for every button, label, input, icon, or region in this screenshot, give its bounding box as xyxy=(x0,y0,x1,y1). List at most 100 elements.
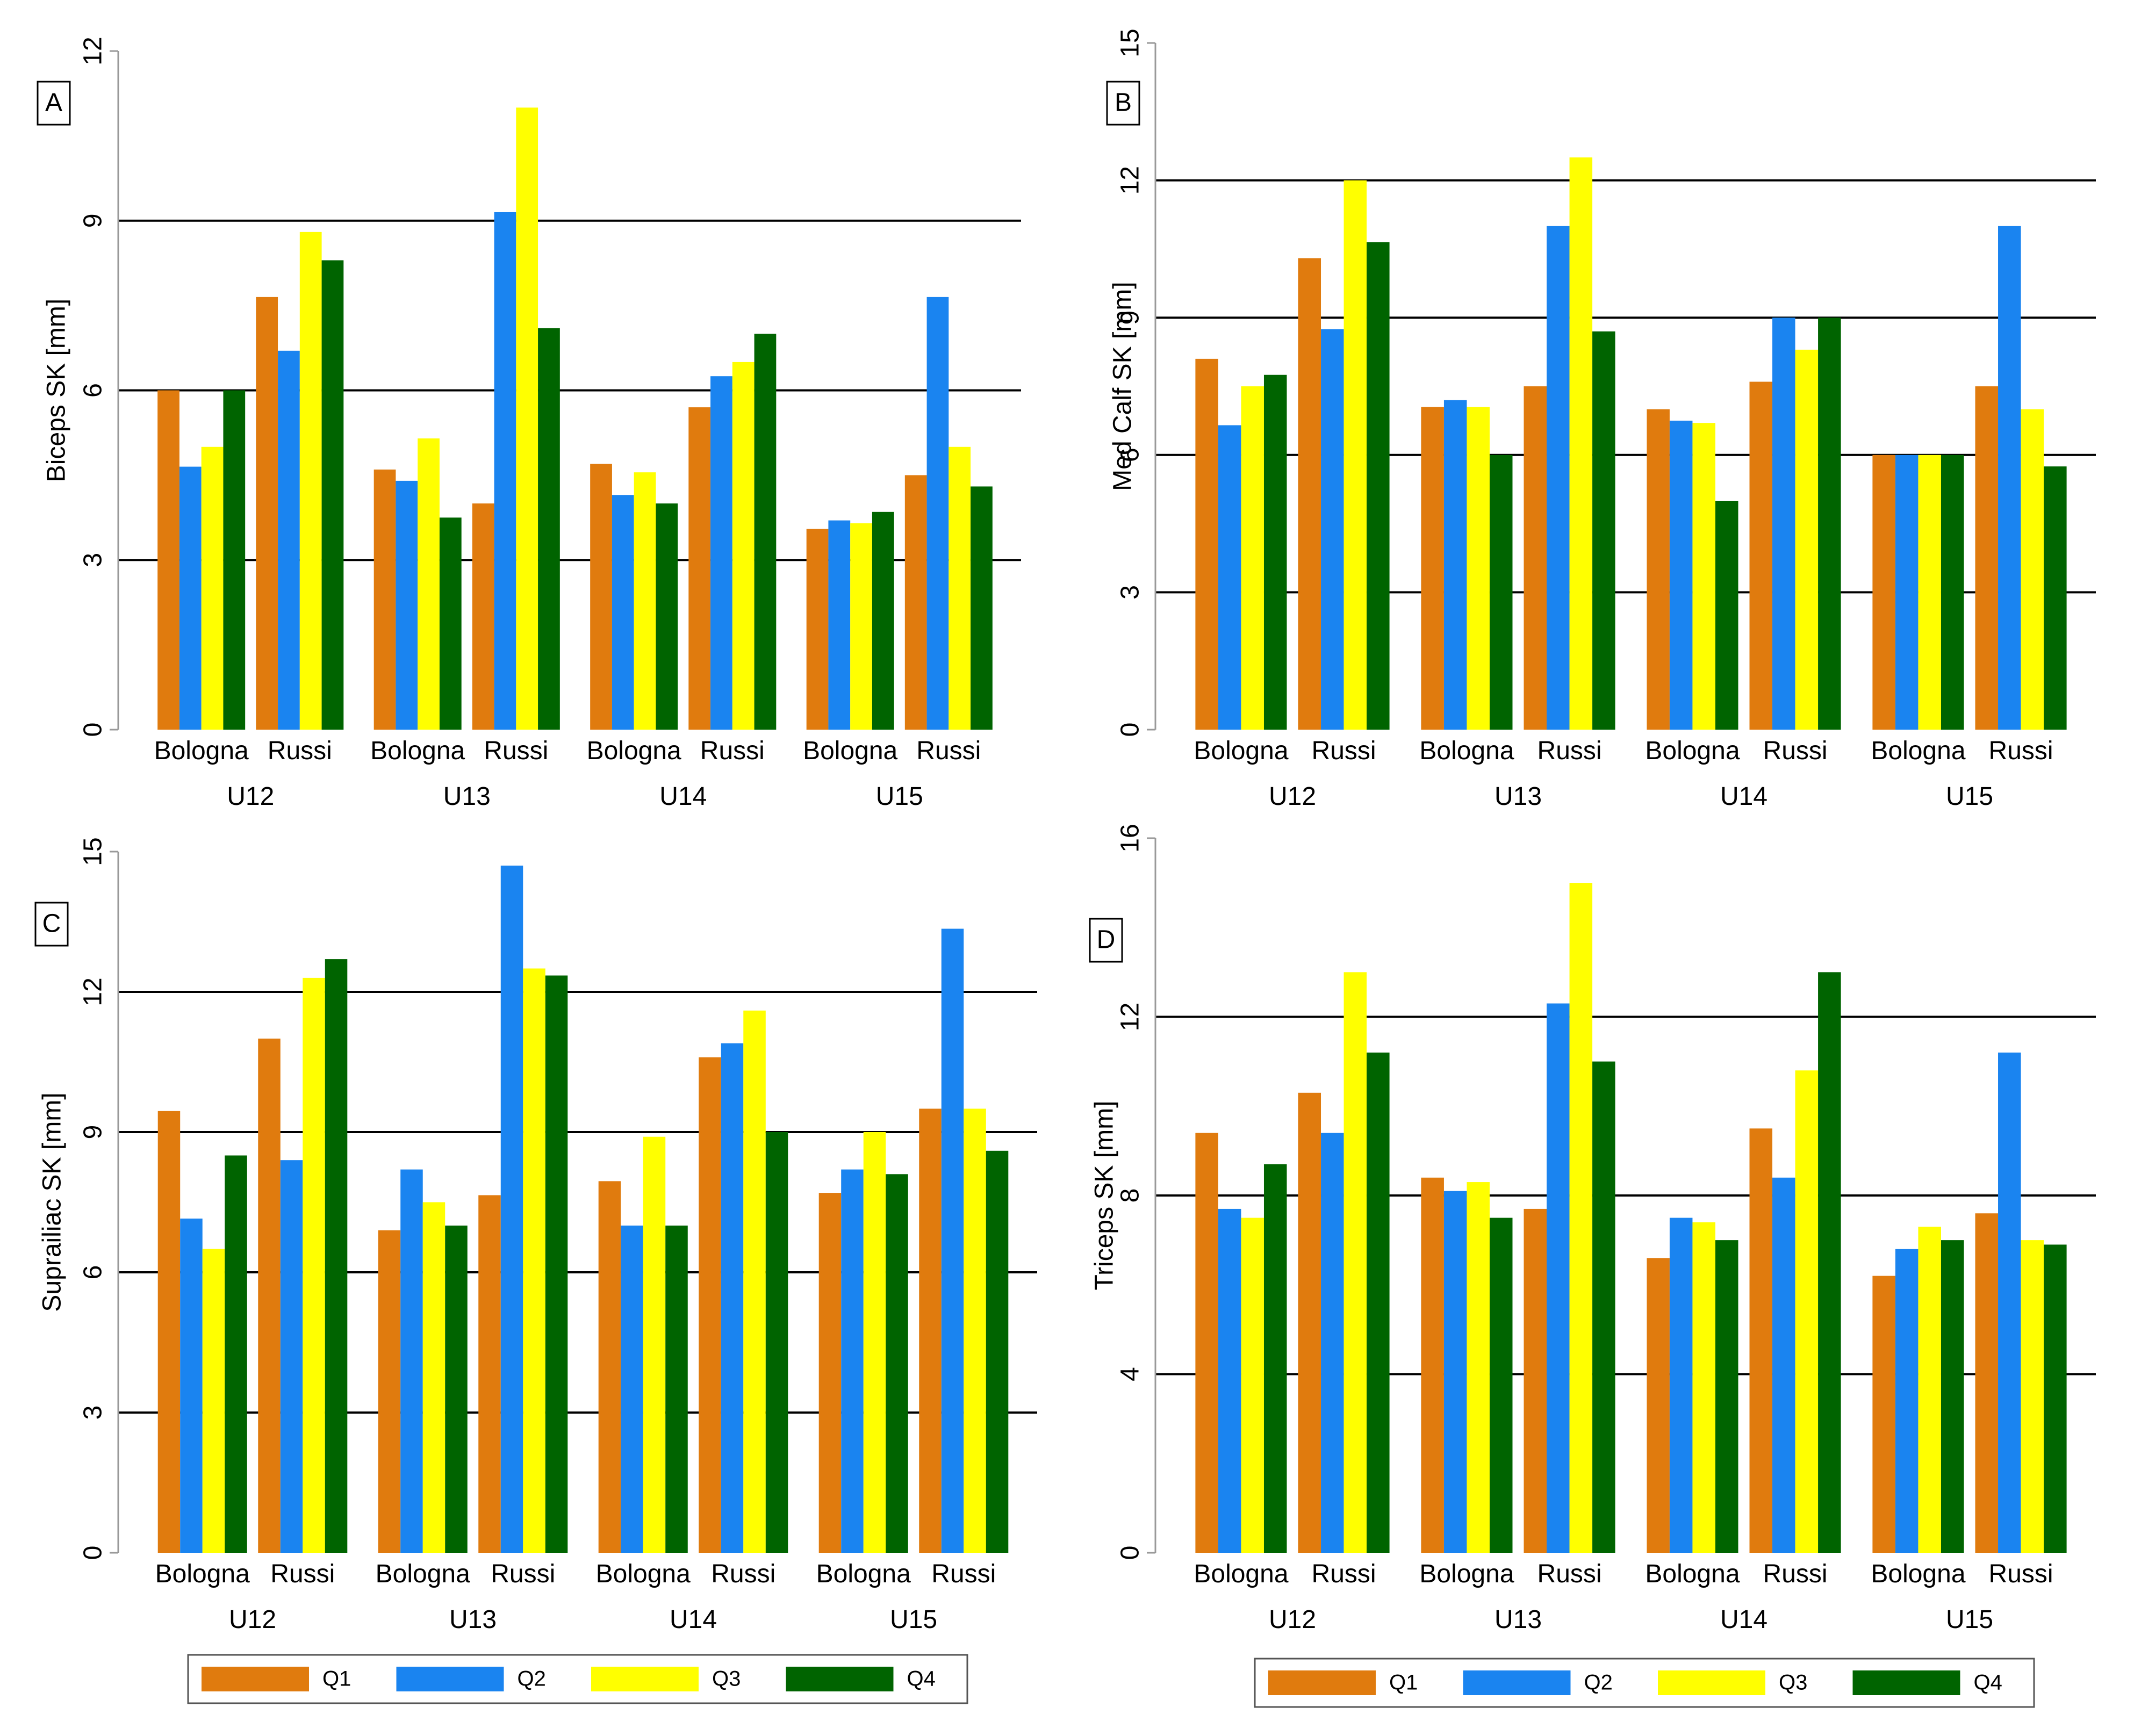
x-subgroup-label: Bologna xyxy=(596,1560,691,1588)
bar-q3-u15-russi xyxy=(964,1108,986,1553)
x-subgroup-label: Bologna xyxy=(1645,1560,1740,1588)
bar-q1-u12-russi xyxy=(258,1039,281,1553)
y-tick-label: 4 xyxy=(1116,1367,1145,1381)
panel-label-box xyxy=(1089,918,1123,963)
x-subgroup-label: Bologna xyxy=(154,737,249,765)
x-group-label: U13 xyxy=(1494,1605,1542,1634)
bar-q1-u12-bologna xyxy=(157,390,179,730)
x-subgroup-label: Bologna xyxy=(587,737,681,765)
bar-q2-u14-russi xyxy=(1772,1177,1795,1553)
bar-q1-u12-russi xyxy=(1298,258,1321,730)
x-subgroup-label: Bologna xyxy=(816,1560,911,1588)
bar-q2-u14-bologna xyxy=(621,1226,643,1553)
legend-label: Q4 xyxy=(907,1667,936,1691)
x-subgroup-label: Russi xyxy=(931,1560,996,1588)
legend-label: Q1 xyxy=(1389,1671,1418,1695)
bar-q3-u15-bologna xyxy=(850,523,872,730)
x-subgroup-label: Bologna xyxy=(1419,737,1514,765)
x-subgroup-label: Russi xyxy=(1763,1560,1828,1588)
bar-q1-u15-bologna xyxy=(806,529,829,730)
y-tick-label: 8 xyxy=(1116,1188,1145,1203)
bar-q3-u12-bologna xyxy=(1241,1218,1264,1553)
y-tick-label: 15 xyxy=(1116,28,1145,57)
bar-q3-u15-bologna xyxy=(863,1132,886,1553)
chart-panel-c: 0 3 6 9 12 15 Suprailiac SK [mm] Bologna Russi U1… xyxy=(34,837,1037,1634)
legend-swatch-q4 xyxy=(786,1667,894,1691)
x-subgroup-label: Bologna xyxy=(1871,1560,1965,1588)
bar-q2-u14-bologna xyxy=(1669,420,1693,730)
bar-q4-u14-russi xyxy=(1818,318,1841,730)
bar-q4-u13-russi xyxy=(1592,1061,1615,1553)
x-subgroup-label: Russi xyxy=(711,1560,775,1588)
bar-q3-u15-bologna xyxy=(1918,1227,1941,1553)
x-group-label: U13 xyxy=(449,1605,497,1634)
bar-q4-u12-russi xyxy=(1367,242,1390,730)
bar-q2-u12-russi xyxy=(280,1160,303,1553)
bar-q3-u14-bologna xyxy=(643,1136,666,1553)
y-tick-label: 3 xyxy=(79,1406,107,1420)
x-subgroup-label: Bologna xyxy=(1194,737,1288,765)
y-tick-label: 6 xyxy=(79,383,107,398)
y-tick-label: 9 xyxy=(1116,311,1145,325)
y-tick-label: 9 xyxy=(79,213,107,228)
bar-q3-u13-bologna xyxy=(1467,407,1490,730)
bar-q1-u14-bologna xyxy=(598,1181,621,1553)
bar-q4-u15-bologna xyxy=(872,512,894,730)
x-group-label: U15 xyxy=(890,1605,937,1634)
bar-q2-u14-russi xyxy=(1772,318,1795,730)
bar-q4-u15-russi xyxy=(971,486,993,730)
bar-q4-u12-bologna xyxy=(223,390,246,730)
x-subgroup-label: Russi xyxy=(491,1560,555,1588)
bar-q4-u14-bologna xyxy=(665,1226,688,1553)
y-tick-label: 0 xyxy=(1116,1546,1145,1560)
legend-label: Q4 xyxy=(1974,1671,2002,1695)
bar-q4-u13-bologna xyxy=(1489,455,1513,730)
x-group-label: U15 xyxy=(1946,782,1993,811)
bar-q4-u15-russi xyxy=(2044,466,2067,730)
bar-q4-u13-bologna xyxy=(439,517,462,730)
bar-q1-u13-russi xyxy=(1524,386,1547,730)
x-group-label: U12 xyxy=(227,782,274,811)
legend-swatch-q3 xyxy=(591,1667,699,1691)
bar-q3-u15-bologna xyxy=(1918,455,1941,730)
bar-q4-u12-bologna xyxy=(1263,374,1287,730)
chart-panel-a: 0 3 6 9 12 Biceps SK [mm] Bologna Russi U12 Bolog… xyxy=(37,37,1021,811)
bar-q2-u13-bologna xyxy=(1443,1191,1467,1553)
bar-q4-u12-russi xyxy=(325,959,348,1553)
bar-q3-u13-russi xyxy=(523,968,545,1553)
bar-q3-u14-russi xyxy=(1795,1070,1819,1553)
y-axis-title: Biceps SK [mm] xyxy=(42,299,71,482)
x-group-label: U12 xyxy=(229,1605,276,1634)
bar-q3-u14-russi xyxy=(732,362,755,730)
bar-q3-u13-russi xyxy=(1569,157,1593,730)
panel-label: C xyxy=(42,910,61,938)
bar-q2-u15-russi xyxy=(941,928,964,1553)
bar-q3-u13-russi xyxy=(1569,883,1593,1553)
x-subgroup-label: Russi xyxy=(1989,737,2053,765)
y-tick-label: 16 xyxy=(1116,824,1145,852)
y-tick-label: 12 xyxy=(79,37,107,65)
x-subgroup-label: Russi xyxy=(700,737,765,765)
bar-q3-u12-bologna xyxy=(1241,386,1264,730)
bar-q3-u12-russi xyxy=(1343,180,1367,730)
y-axis-title: Suprailiac SK [mm] xyxy=(38,1092,67,1312)
x-subgroup-label: Bologna xyxy=(1194,1560,1288,1588)
legend-swatch-q2 xyxy=(1463,1670,1571,1695)
x-subgroup-label: Russi xyxy=(1989,1560,2053,1588)
legend-1: Q1 Q2 Q3 Q4 xyxy=(187,1654,968,1704)
x-group-label: U14 xyxy=(1720,1605,1767,1634)
bar-q1-u15-bologna xyxy=(1872,1276,1895,1553)
bar-q2-u15-bologna xyxy=(1895,455,1919,730)
bar-q2-u14-russi xyxy=(721,1043,744,1553)
y-tick-label: 0 xyxy=(79,1546,107,1560)
x-subgroup-label: Bologna xyxy=(155,1560,250,1588)
bar-q1-u12-bologna xyxy=(157,1111,181,1553)
panel-label-box xyxy=(34,902,69,947)
bar-q2-u15-bologna xyxy=(1895,1249,1919,1553)
x-subgroup-label: Russi xyxy=(268,737,332,765)
bar-q1-u13-bologna xyxy=(373,469,396,730)
bar-q4-u13-russi xyxy=(545,975,568,1553)
x-subgroup-label: Bologna xyxy=(376,1560,470,1588)
